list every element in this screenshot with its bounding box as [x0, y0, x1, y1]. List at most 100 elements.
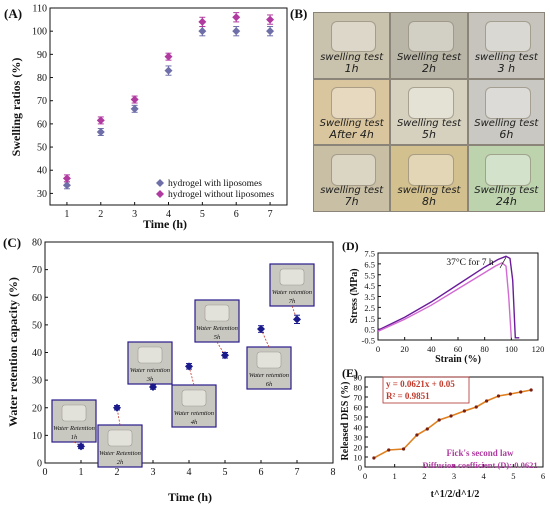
- x-tick-label: 2: [115, 467, 120, 478]
- stress-strain-curve: [377, 255, 520, 339]
- y-tick-label: 10: [32, 431, 42, 442]
- y-tick-label: 30: [32, 376, 42, 387]
- x-tick-label: 1: [79, 467, 84, 478]
- data-point: [519, 390, 523, 394]
- data-point: [232, 27, 241, 36]
- legend-marker: [156, 179, 164, 187]
- x-tick-label: 4: [482, 471, 487, 481]
- data-point: [529, 388, 533, 392]
- photo-tile: swelling test 7h: [313, 145, 391, 212]
- y-tick-label: 2.5: [364, 303, 375, 313]
- photo-caption: Swelling test 5h: [391, 118, 466, 140]
- data-point: [113, 403, 121, 412]
- x-tick-label: 3: [132, 209, 137, 220]
- data-point: [293, 315, 301, 324]
- photo-tile: Swelling test 2h: [390, 12, 468, 79]
- photo-tile: swelling test 8h: [390, 145, 468, 212]
- photo-caption-line1: swelling test: [474, 51, 538, 63]
- y-axis-label: Water retention capacity (%): [6, 277, 20, 427]
- stress-strain-curve: [377, 261, 512, 338]
- y-tick-label: 1.5: [364, 314, 375, 324]
- photo-caption-line2: 3 h: [497, 61, 516, 75]
- photo-caption-line1: swelling test: [320, 184, 384, 196]
- photo-caption-line1: Swelling test: [396, 51, 462, 63]
- panel-label-d: (D): [342, 239, 359, 253]
- data-point: [474, 405, 478, 409]
- y-tick-label: 110: [32, 4, 47, 15]
- x-tick-label: 6: [259, 467, 264, 478]
- data-point: [198, 27, 207, 36]
- x-tick-label: 80: [480, 344, 489, 354]
- x-tick-label: 100: [505, 344, 518, 354]
- data-point: [62, 181, 71, 190]
- y-tick-label: 40: [32, 348, 42, 359]
- y-tick-label: 100: [32, 27, 47, 38]
- hydrogel-sample: [407, 87, 454, 120]
- data-point: [508, 392, 512, 396]
- y-tick-label: 30: [37, 189, 47, 200]
- fick-law-note: Fick's second law: [446, 448, 514, 458]
- x-tick-label: 20: [400, 344, 409, 354]
- inset-caption: Water retention: [249, 372, 289, 379]
- inset-caption-time: 5h: [214, 334, 221, 341]
- x-axis-label: Time (h): [168, 490, 212, 504]
- data-point: [266, 27, 275, 36]
- y-tick-label: 0.5: [364, 325, 375, 335]
- x-tick-label: 4: [187, 467, 192, 478]
- data-point: [425, 427, 429, 431]
- y-tick-label: 80: [32, 238, 42, 249]
- data-point: [198, 17, 207, 26]
- x-tick-label: 3: [452, 471, 456, 481]
- inset-caption: Water retention: [130, 367, 170, 374]
- photo-caption-line1: swelling test: [397, 184, 461, 196]
- photo-caption-line2: 8h: [422, 194, 436, 208]
- y-axis-label: Stress (MPa): [349, 268, 360, 323]
- x-axis-label: Time (h): [143, 217, 187, 231]
- data-point: [485, 399, 489, 403]
- x-tick-label: 0: [376, 344, 380, 354]
- data-point: [185, 362, 193, 371]
- data-point: [415, 433, 419, 437]
- data-point: [449, 414, 453, 418]
- y-tick-label: 80: [354, 383, 363, 393]
- y-tick-label: 80: [37, 73, 47, 84]
- y-tick-label: 50: [32, 320, 42, 331]
- x-tick-label: 3: [151, 467, 156, 478]
- photo-caption-line1: Swelling test: [474, 118, 539, 130]
- y-tick-label: 20: [354, 443, 363, 453]
- x-tick-label: 120: [532, 344, 545, 354]
- panel-label-a: (A): [4, 6, 22, 21]
- photo-caption-line1: Swelling test: [319, 118, 384, 130]
- y-tick-label: 30: [354, 433, 363, 443]
- photo-caption: Swelling test 2h: [391, 52, 466, 74]
- y-tick-label: 0: [358, 463, 362, 473]
- photo-caption: Swelling test 24h: [469, 185, 544, 207]
- x-tick-label: 1: [64, 209, 69, 220]
- data-point: [437, 418, 441, 422]
- photo-tile: Swelling test 24h: [467, 145, 545, 212]
- temperature-annotation: 37°C for 7 h: [446, 257, 494, 268]
- y-tick-label: 3.5: [364, 292, 375, 302]
- diffusion-coefficient-note: Diffusion coefficient (D): 0.0621: [422, 460, 537, 470]
- y-tick-label: 70: [32, 265, 42, 276]
- hydrogel-sample: [485, 154, 531, 186]
- hydrogel-sample: [330, 154, 377, 186]
- x-tick-label: 6: [234, 209, 239, 220]
- y-tick-label: 60: [32, 293, 42, 304]
- data-point: [221, 351, 229, 360]
- y-tick-label: 50: [354, 413, 363, 423]
- y-axis-label: Released DES (%): [340, 382, 351, 461]
- plot-frame: [49, 7, 288, 206]
- photo-tile: Swelling test 5h: [390, 78, 468, 146]
- inset-caption: Water Retention: [53, 425, 95, 432]
- inset-hydrogel: [137, 346, 163, 364]
- inset-caption-time: 1h: [71, 434, 78, 441]
- y-tick-label: 50: [37, 143, 47, 154]
- y-tick-label: 90: [37, 50, 47, 61]
- data-point: [266, 15, 275, 24]
- hydrogel-sample: [330, 87, 377, 120]
- hydrogel-sample: [485, 87, 531, 120]
- x-tick-label: 0: [43, 467, 48, 478]
- photo-caption: Swelling test After 4h: [314, 118, 389, 140]
- photo-caption-line1: Swelling test: [396, 118, 462, 130]
